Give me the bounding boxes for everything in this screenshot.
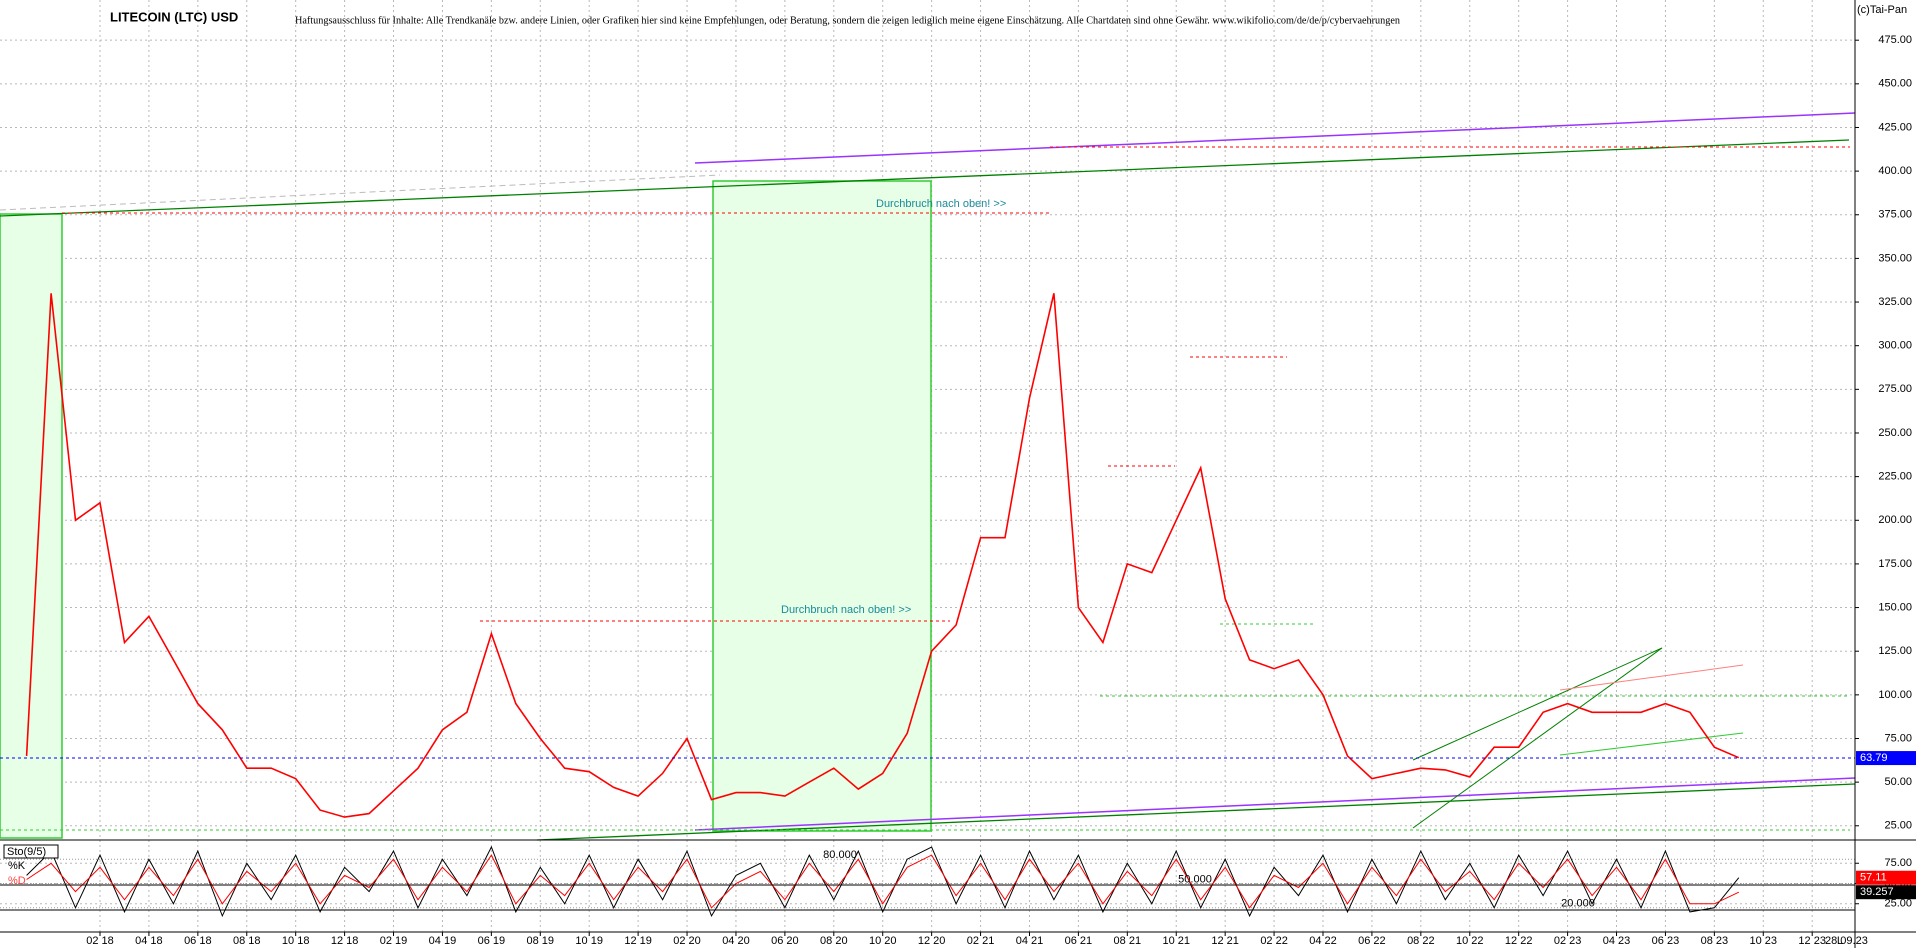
x-tick-label: 12 23 — [1798, 935, 1826, 947]
y-tick-label: 350.00 — [1878, 252, 1912, 264]
y-tick-label: 75.00 — [1884, 857, 1912, 869]
trend-line — [694, 777, 1856, 831]
y-tick-label: 400.00 — [1878, 165, 1912, 177]
x-tick-label: 10 18 — [282, 935, 310, 947]
x-tick-label: 08 23 — [1701, 935, 1729, 947]
trend-line — [1412, 647, 1663, 761]
x-tick-label: 04 23 — [1603, 935, 1631, 947]
y-tick-label: 25.00 — [1884, 820, 1912, 832]
chart-title: LITECOIN (LTC) USD — [110, 9, 238, 24]
x-tick-label: 04 22 — [1309, 935, 1337, 947]
y-tick-label: 300.00 — [1878, 340, 1912, 352]
x-tick-label: 06 21 — [1065, 935, 1093, 947]
x-tick-label: 04 21 — [1016, 935, 1044, 947]
last-value-box — [1856, 870, 1916, 885]
last-value-label: 57.11 — [1860, 872, 1887, 884]
y-tick-label: 225.00 — [1878, 471, 1912, 483]
y-tick-label: 200.00 — [1878, 514, 1912, 526]
trend-line — [1559, 664, 1744, 691]
x-tick-label: 02 21 — [967, 935, 995, 947]
indicator-line — [26, 845, 1740, 918]
x-tick-label: 04 20 — [722, 935, 750, 947]
y-tick-label: 50.00 — [1884, 776, 1912, 788]
legend-entry: %K — [8, 860, 26, 872]
annotation: Durchbruch nach oben! >> — [781, 604, 911, 616]
x-tick-label: 08 22 — [1407, 935, 1435, 947]
current-value-box — [1856, 751, 1916, 766]
x-tick-label: 08 21 — [1114, 935, 1142, 947]
date-label: 28.09.23 — [1825, 935, 1868, 947]
annotation: Durchbruch nach oben! >> — [876, 198, 1006, 210]
x-tick-label: 06 18 — [184, 935, 212, 947]
x-tick-label: 10 21 — [1162, 935, 1190, 947]
x-tick-label: 06 23 — [1652, 935, 1680, 947]
y-tick-label: 375.00 — [1878, 209, 1912, 221]
copyright: (c)Tai-Pan — [1857, 4, 1907, 16]
x-tick-label: 12 19 — [624, 935, 652, 947]
y-tick-label: 125.00 — [1878, 645, 1912, 657]
level-label: 50.000 — [1178, 873, 1212, 885]
x-tick-label: 06 19 — [478, 935, 506, 947]
trend-line — [0, 139, 1850, 217]
y-tick-label: 150.00 — [1878, 601, 1912, 613]
x-tick-label: 08 20 — [820, 935, 848, 947]
x-tick-label: 12 22 — [1505, 935, 1533, 947]
x-tick-label: 08 18 — [233, 935, 261, 947]
indicator-box — [3, 844, 59, 859]
last-value-label: 39.257 — [1860, 886, 1894, 898]
trend-line — [694, 112, 1856, 164]
y-tick-label: 250.00 — [1878, 427, 1912, 439]
y-tick-label: 75.00 — [1884, 732, 1912, 744]
y-tick-label: 325.00 — [1878, 296, 1912, 308]
trend-line — [536, 783, 1856, 841]
x-tick-label: 12 18 — [331, 935, 359, 947]
x-tick-label: 02 23 — [1554, 935, 1582, 947]
x-tick-label: 06 22 — [1358, 935, 1386, 947]
disclaimer: Haftungsausschluss für Inhalte: Alle Tre… — [295, 15, 1400, 26]
x-tick-label: 04 18 — [135, 935, 163, 947]
x-tick-label: 02 18 — [86, 935, 114, 947]
level-label: 20.000 — [1561, 898, 1595, 910]
x-tick-label: 10 23 — [1750, 935, 1778, 947]
corner-label: L — [1837, 935, 1843, 947]
x-tick-label: 12 21 — [1211, 935, 1239, 947]
y-tick-label: 450.00 — [1878, 78, 1912, 90]
trend-line — [1412, 647, 1663, 829]
x-tick-label: 10 22 — [1456, 935, 1484, 947]
x-tick-label: 02 20 — [673, 935, 701, 947]
y-tick-label: 475.00 — [1878, 34, 1912, 46]
level-label: 80.000 — [823, 849, 857, 861]
price-line — [25, 293, 1740, 818]
x-tick-label: 10 20 — [869, 935, 897, 947]
x-tick-label: 02 19 — [380, 935, 408, 947]
highlight-box — [0, 213, 63, 839]
trend-line — [1559, 732, 1744, 756]
x-tick-label: 06 20 — [771, 935, 799, 947]
x-tick-label: 08 19 — [527, 935, 555, 947]
y-tick-label: 275.00 — [1878, 383, 1912, 395]
indicator-title: Sto(9/5) — [7, 846, 46, 858]
x-tick-label: 10 19 — [575, 935, 603, 947]
x-tick-label: 12 20 — [918, 935, 946, 947]
y-tick-label: 175.00 — [1878, 558, 1912, 570]
trend-line — [0, 174, 721, 211]
current-value-label: 63.79 — [1860, 752, 1888, 764]
y-tick-label: 25.00 — [1884, 898, 1912, 910]
x-tick-label: 04 19 — [429, 935, 457, 947]
highlight-box — [712, 180, 932, 832]
y-tick-label: 100.00 — [1878, 689, 1912, 701]
legend-entry: %D — [8, 875, 26, 887]
last-value-box — [1856, 885, 1916, 900]
y-tick-label: 425.00 — [1878, 121, 1912, 133]
x-tick-label: 02 22 — [1260, 935, 1288, 947]
